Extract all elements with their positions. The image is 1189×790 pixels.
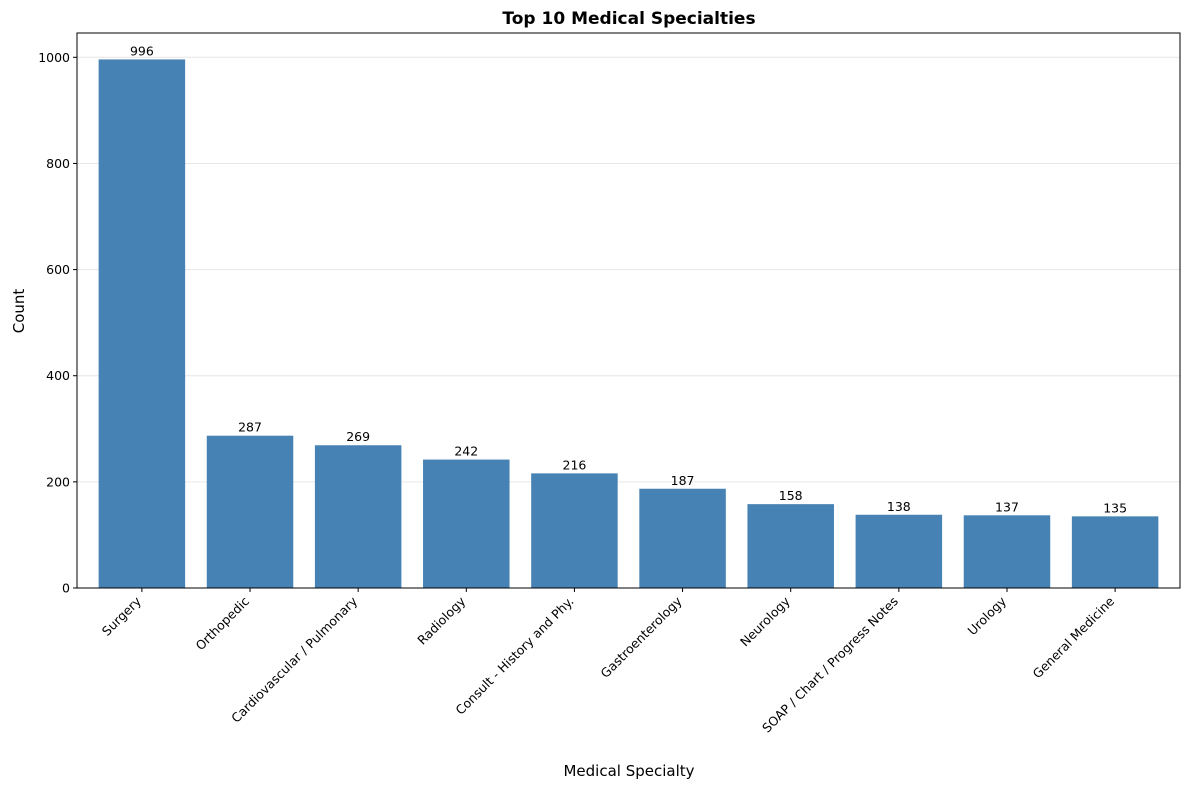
x-tick-label-8: Urology [964,593,1009,638]
bar-8 [963,515,1051,588]
x-tick-label-3: Radiology [414,593,469,648]
bar-4 [531,473,618,588]
bar-6 [747,504,834,588]
bar-value-label-3: 242 [454,444,478,459]
y-axis-ticks: 0 200 400 600 800 1000 [38,50,77,596]
chart-title: Top 10 Medical Specialties [502,9,755,29]
x-tick-label-1: Orthopedic [192,593,252,653]
bar-2 [314,445,402,588]
bar-3 [423,459,510,588]
bar-value-label-6: 158 [779,488,803,503]
bar-value-label-8: 137 [995,499,1019,514]
y-tick-label-1: 200 [46,474,70,489]
bar-0 [98,59,186,588]
bar-value-label-4: 216 [563,457,587,472]
x-tick-label-4: Consult - History and Phy. [452,594,576,718]
bar-7 [855,514,943,588]
bar-1 [206,435,294,588]
bars [98,59,1159,588]
value-labels: 996 287 269 242 216 187 158 138 137 135 [130,43,1127,515]
axes-frame [76,32,1181,589]
bar-value-label-5: 187 [671,473,695,488]
y-tick-label-3: 600 [46,262,70,277]
x-tick-label-9: General Medicine [1030,593,1118,681]
x-tick-label-2: Cardiovascular / Pulmonary [228,593,361,726]
bar-5 [639,488,726,588]
x-tick-label-6: Neurology [737,593,793,649]
bar-value-label-7: 138 [887,499,911,514]
bar-9 [1071,516,1159,588]
bar-value-label-2: 269 [346,429,370,444]
y-tick-label-4: 800 [46,156,70,171]
y-tick-label-0: 0 [62,581,70,596]
y-tick-label-2: 400 [46,368,70,383]
x-axis-label: Medical Specialty [563,762,694,780]
y-tick-label-5: 1000 [38,50,70,65]
bar-value-label-9: 135 [1103,500,1127,515]
x-tick-label-0: Surgery [99,593,145,639]
x-tick-label-5: Gastroenterology [597,593,685,681]
y-axis-label: Count [10,289,28,334]
bar-value-label-1: 287 [238,420,262,435]
bar-value-label-0: 996 [130,43,154,58]
